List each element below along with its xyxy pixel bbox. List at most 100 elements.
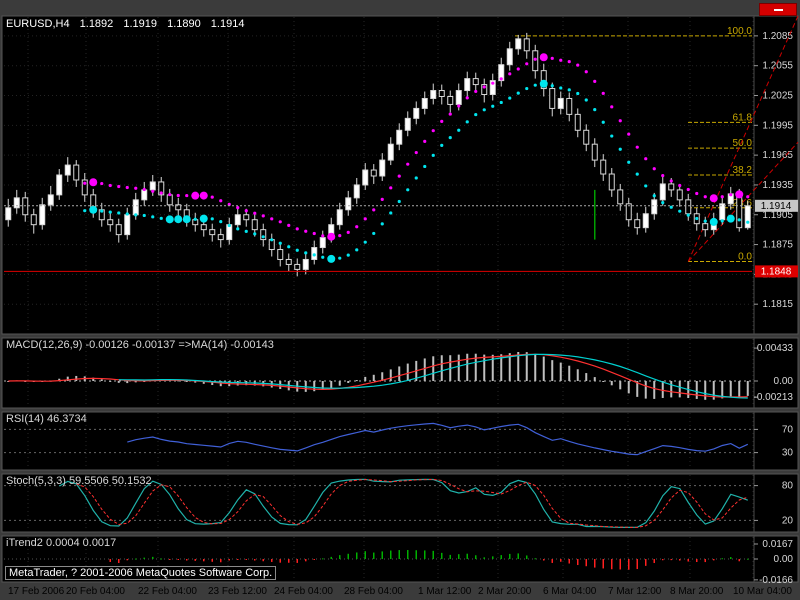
price-tick-label: 1.1905	[762, 210, 793, 221]
ma-dot	[601, 120, 605, 124]
ma-dot	[338, 256, 342, 260]
ma-dot	[287, 245, 291, 249]
rsi-panel[interactable]	[2, 412, 798, 470]
ma-dot	[261, 235, 265, 239]
ma-dot	[287, 223, 291, 227]
chart-ohlc-label: EURUSD,H4 1.1892 1.1919 1.1890 1.1914	[6, 18, 251, 30]
ma-dot	[83, 209, 87, 213]
stochastic-label: Stoch(5,3,3) 59.5506 50.1532	[6, 475, 152, 487]
price-tick-label: 1.1995	[762, 120, 793, 131]
window-restore-button[interactable]	[759, 3, 797, 16]
ma-dot	[550, 84, 554, 88]
macd-scale-label: -0.00213	[754, 392, 794, 403]
ma-dot	[312, 231, 316, 236]
ma-dot	[627, 160, 631, 164]
ma-dot	[295, 227, 299, 231]
price-tick-label: 1.2025	[762, 91, 793, 102]
ma-dot	[448, 136, 452, 140]
high-value: 1.1919	[123, 18, 158, 30]
ma-dot	[278, 241, 282, 245]
ma-dot	[89, 205, 98, 214]
ma-dot	[142, 187, 146, 192]
ma-dot	[142, 213, 146, 218]
ma-dot	[508, 72, 512, 76]
ma-dot	[635, 172, 639, 176]
ma-dot	[253, 211, 257, 215]
ma-dot	[117, 211, 121, 215]
ma-dot	[165, 215, 174, 224]
ma-dot	[726, 214, 735, 223]
ma-dot	[406, 162, 410, 166]
ma-dot	[593, 108, 597, 112]
itrend-label: iTrend2 0.0004 0.0017	[6, 537, 117, 549]
fib-level-label: 50.0	[733, 138, 753, 149]
ma-dot	[244, 209, 248, 213]
ma-dot	[236, 227, 240, 231]
time-scale[interactable]	[0, 582, 800, 600]
ma-dot	[465, 96, 469, 100]
time-tick-label: 2 Mar 20:00	[478, 586, 532, 597]
ma-dot	[397, 199, 401, 204]
ma-dot	[174, 215, 183, 224]
ma-dot	[125, 185, 129, 190]
close-value: 1.1914	[210, 18, 245, 30]
ma-dot	[746, 195, 750, 199]
ma-dot	[508, 96, 512, 100]
ma-dot	[686, 187, 690, 192]
time-tick-label: 24 Feb 04:00	[274, 586, 333, 597]
main-chart-area[interactable]	[2, 16, 752, 334]
ma-dot	[735, 190, 744, 199]
ma-dot	[627, 132, 631, 136]
price-tick-label: 1.2055	[762, 61, 793, 72]
ma-dot	[125, 212, 129, 216]
ma-dot	[593, 79, 597, 83]
ma-dot	[550, 56, 554, 60]
ma-dot	[176, 193, 180, 198]
ma-dot	[499, 100, 503, 105]
ma-dot	[355, 225, 359, 229]
ma-dot	[210, 195, 214, 199]
ma-dot	[117, 184, 121, 189]
ma-dot	[695, 191, 699, 196]
ma-dot	[253, 232, 257, 236]
ma-dot	[108, 210, 112, 214]
ma-dot	[440, 143, 444, 147]
ma-dot	[474, 89, 478, 94]
rsi-label: RSI(14) 46.3734	[6, 413, 87, 425]
open-value: 1.1892	[79, 18, 114, 30]
time-tick-label: 23 Feb 12:00	[208, 586, 267, 597]
ma-dot	[661, 201, 665, 205]
price-scale[interactable]	[754, 16, 798, 334]
ma-dot	[661, 173, 665, 178]
ma-dot	[567, 88, 571, 92]
ma-dot	[703, 195, 707, 199]
ma-dot	[539, 53, 548, 62]
ma-dot	[191, 191, 200, 200]
rsi-level-label: 30	[782, 448, 794, 459]
ma-dot	[533, 83, 537, 87]
ma-dot	[567, 60, 571, 64]
ma-dot	[618, 119, 622, 123]
ma-dot	[199, 191, 208, 200]
minimize-icon	[773, 8, 783, 11]
ma-dot	[236, 205, 240, 210]
ma-dot	[652, 194, 656, 198]
price-tick-label: 1.1875	[762, 240, 793, 251]
fib-level-label: 61.8	[733, 112, 753, 123]
ma-dot	[525, 86, 529, 91]
price-tick-label: 1.1815	[762, 299, 793, 310]
ma-dot	[610, 105, 614, 109]
ma-dot	[669, 205, 673, 209]
fib-level-label: 100.0	[727, 26, 752, 37]
ma-dot	[380, 197, 384, 201]
ma-dot	[709, 217, 718, 226]
ma-dot	[219, 199, 223, 203]
ma-dot	[261, 214, 265, 218]
fib-level-label: 38.2	[733, 165, 753, 176]
ma-dot	[423, 139, 427, 144]
ma-dot	[134, 186, 138, 190]
ma-dot	[199, 214, 208, 223]
time-tick-label: 22 Feb 04:00	[138, 586, 197, 597]
